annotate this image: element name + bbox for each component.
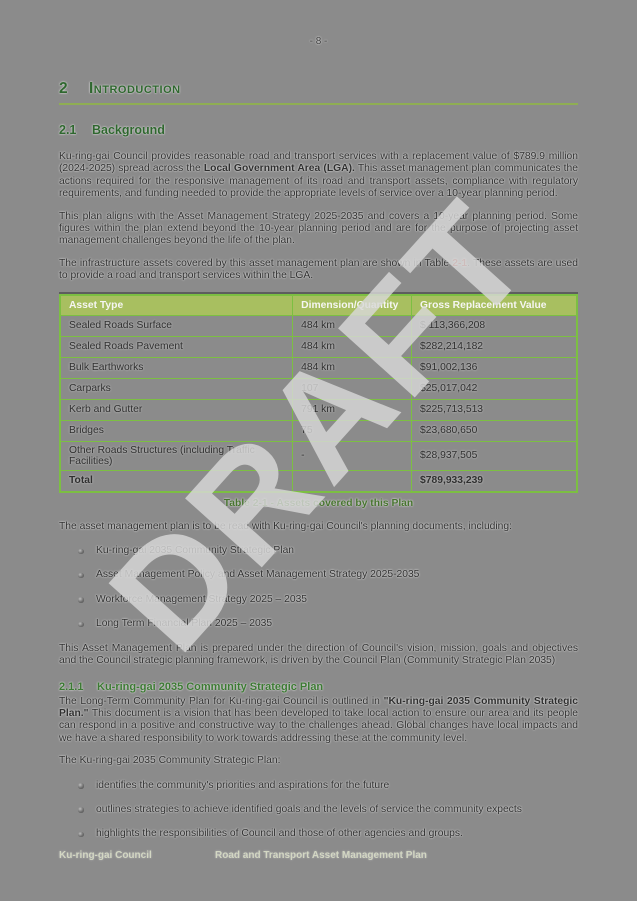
list-item-label: Ku-ring-gai 2035 Community Strategic Pla… <box>96 545 295 557</box>
bullet-icon <box>78 572 84 579</box>
cell-asset: Bulk Earthworks <box>59 356 294 379</box>
paragraph-planning-documents: The asset management plan is to be read … <box>59 520 512 532</box>
cell-asset: Carparks <box>59 377 294 400</box>
col-header-dimension: Dimension/Quantity <box>292 294 413 316</box>
cell-value: $789,933,239 <box>411 469 578 493</box>
cell-dimension: 484 km <box>292 314 413 337</box>
bullet-icon <box>78 807 84 813</box>
col-header-asset-type: Asset Type <box>59 294 294 316</box>
text-run: This asset management plan communicates … <box>59 163 578 200</box>
list-item: highlights the responsibilities of Counc… <box>78 828 578 840</box>
bold-text-lga: Local Government Area (LGA). <box>203 163 355 175</box>
section-heading-csp: 2.1.1 Ku-ring-gai 2035 Community Strategi… <box>59 681 578 693</box>
bullet-icon <box>78 783 84 789</box>
text-run: The Long-Term Community Plan for Ku-ring… <box>59 695 384 707</box>
list-item: Long Term Financial Plan 2025 – 2035 <box>78 618 578 630</box>
cell-value: $28,937,505 <box>411 440 578 471</box>
section-heading-background: 2.1 Background <box>59 123 578 137</box>
list-item: outlines strategies to achieve identifie… <box>78 804 578 816</box>
table-row: Kerb and Gutter 791 km $225,713,513 <box>59 398 578 421</box>
cell-dimension: 791 km <box>292 398 413 421</box>
heading-text: Ku-ring-gai 2035 Community Strategic Pla… <box>97 680 324 693</box>
paragraph-replacement-value: Ku-ring-gai Council provides reasonable … <box>59 151 578 201</box>
table-2-1-crossref-link[interactable]: 2-1 <box>452 257 468 269</box>
list-item-label: Workforce Management Strategy 2025 – 203… <box>96 593 308 605</box>
list-item-label: highlights the responsibilities of Counc… <box>96 828 463 840</box>
page-number: - 8 - <box>309 36 328 47</box>
heading-text: Background <box>92 123 165 137</box>
table-header-row: Asset Type Dimension/Quantity Gross Repl… <box>59 294 578 316</box>
list-item: identifies the community's priorities an… <box>78 780 578 792</box>
cell-value: $225,713,513 <box>411 398 578 421</box>
heading-number: 2 <box>59 80 69 97</box>
cell-dimension: - <box>292 440 413 471</box>
table-top-border <box>59 291 578 294</box>
cell-asset: Sealed Roads Surface <box>59 314 294 337</box>
heading-text: Introduction <box>89 80 181 97</box>
cell-asset: Kerb and Gutter <box>59 398 294 421</box>
cell-dimension: 484 km <box>292 356 413 379</box>
assets-table: Asset Type Dimension/Quantity Gross Repl… <box>59 293 578 493</box>
table-total-row: Total $789,933,239 <box>59 469 578 493</box>
text-run: . These assets are used to provide a roa… <box>59 257 578 282</box>
text-run: Ku-ring-gai Council provides reasonable … <box>59 151 578 175</box>
table-row: Sealed Roads Pavement 484 km $282,214,18… <box>59 335 578 358</box>
table-caption: Table 2-1 - Assets covered by this Plan <box>223 497 414 509</box>
cell-dimension: 107 <box>292 377 413 400</box>
footer-council-name: Ku-ring-gai Council <box>59 850 152 861</box>
cell-dimension <box>292 469 413 493</box>
bullet-icon <box>78 597 84 603</box>
text-run: This document is a vision that has been … <box>59 707 578 744</box>
table-row: Bulk Earthworks 484 km $91,002,136 <box>59 356 578 379</box>
csp-points-list: identifies the community's priorities an… <box>59 780 578 841</box>
table-row: Sealed Roads Surface 484 km $ 113,366,20… <box>59 314 578 337</box>
table-row: Carparks 107 $25,017,042 <box>59 377 578 400</box>
list-item-label: outlines strategies to achieve identifie… <box>96 803 522 815</box>
text-run: The infrastructure assets covered by thi… <box>59 257 453 269</box>
paragraph-long-term-plan: The Long-Term Community Plan for Ku-ring… <box>59 696 578 746</box>
cell-asset: Sealed Roads Pavement <box>59 335 294 358</box>
cell-dimension: 484 km <box>292 335 413 358</box>
cell-dimension: 75 <box>292 419 413 442</box>
paragraph-plan-direction: This Asset Management Plan is prepared u… <box>59 642 578 667</box>
cell-value: $25,017,042 <box>411 377 578 400</box>
cell-asset: Total <box>59 469 294 493</box>
table-row: Bridges 75 $23,680,650 <box>59 419 578 442</box>
list-item: Workforce Management Strategy 2025 – 203… <box>78 594 578 606</box>
cell-value: $91,002,136 <box>411 356 578 379</box>
heading-number: 2.1 <box>59 123 77 137</box>
section-heading-introduction: 2 Introduction <box>59 80 578 105</box>
paragraph-plan-alignment: This plan aligns with the Asset Manageme… <box>59 210 578 247</box>
heading-number: 2.1.1 <box>59 680 84 693</box>
cell-value: $ 113,366,208 <box>411 314 578 337</box>
list-item-label: Long Term Financial Plan 2025 – 2035 <box>96 618 273 630</box>
list-item-label: identifies the community's priorities an… <box>96 779 390 791</box>
table-row: Other Roads Structures (including Traffi… <box>59 440 578 471</box>
cell-asset: Bridges <box>59 419 294 442</box>
paragraph-infrastructure-assets: The infrastructure assets covered by thi… <box>59 258 578 283</box>
cell-value: $23,680,650 <box>411 419 578 442</box>
cell-value: $282,214,182 <box>411 335 578 358</box>
footer-document-title: Road and Transport Asset Management Plan <box>215 850 427 861</box>
bullet-icon <box>78 621 84 628</box>
bullet-icon <box>78 548 84 555</box>
bold-text-csp-title: "Ku-ring-gai 2035 Community Strategic Pl… <box>59 695 578 719</box>
page-content: - 8 - 2 Introduction 2.1 Background Ku-rin… <box>59 0 578 853</box>
planning-documents-list: Ku-ring-gai 2035 Community Strategic Pla… <box>59 545 578 631</box>
list-item: Ku-ring-gai 2035 Community Strategic Pla… <box>78 545 578 557</box>
cell-asset: Other Roads Structures (including Traffi… <box>59 440 294 471</box>
list-item-label: Asset Management Policy and Asset Manage… <box>96 569 420 581</box>
col-header-gross-value: Gross Replacement Value <box>411 294 578 316</box>
list-item: Asset Management Policy and Asset Manage… <box>78 569 578 581</box>
bullet-icon <box>78 831 84 838</box>
paragraph-csp-intro: The Ku-ring-gai 2035 Community Strategic… <box>59 755 281 767</box>
